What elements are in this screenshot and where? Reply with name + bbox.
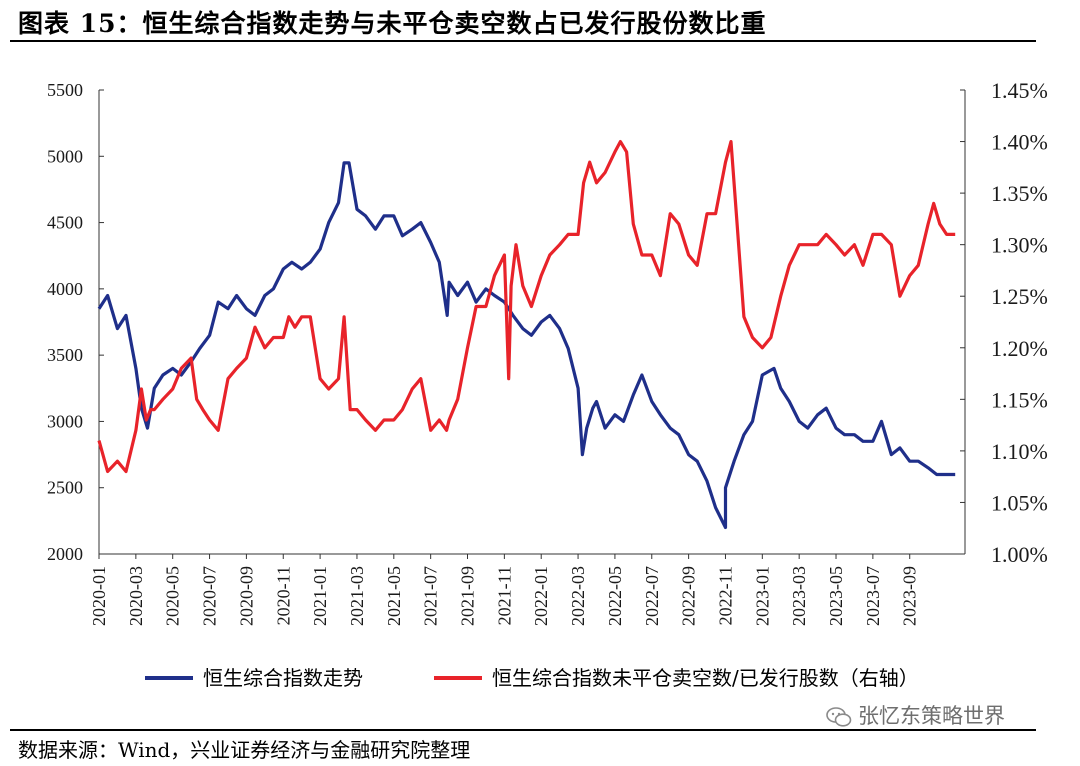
left-y-axis-ticks: 2000 2500 3000 3500 4000 4500 5000 5500	[47, 80, 104, 564]
x-tick-label: 2020-03	[126, 566, 146, 626]
x-tick-label: 2020-07	[200, 566, 220, 626]
right-tick-label: 1.15%	[991, 387, 1048, 412]
x-tick-label: 2022-03	[568, 566, 588, 626]
x-tick-label: 2022-11	[715, 566, 735, 625]
x-tick-label: 2020-05	[163, 566, 183, 626]
title-rule	[10, 40, 1036, 42]
x-tick-label: 2023-03	[789, 566, 809, 626]
x-tick-label: 2023-07	[863, 566, 883, 626]
right-y-axis-ticks: 1.00% 1.05% 1.10% 1.15% 1.20% 1.25% 1.30% 1.35%…	[960, 78, 1048, 567]
left-tick-label: 2000	[47, 544, 83, 564]
right-tick-label: 1.35%	[991, 181, 1048, 206]
left-tick-label: 2500	[47, 478, 83, 498]
legend-label: 恒生综合指数未平仓卖空数/已发行股数（右轴）	[492, 666, 919, 690]
short-ratio-series-line	[97, 140, 956, 474]
footer-rule	[10, 729, 1036, 731]
right-tick-label: 1.30%	[991, 233, 1048, 258]
x-tick-label: 2023-09	[900, 566, 920, 626]
left-tick-label: 3000	[47, 411, 83, 431]
series-lines	[97, 140, 956, 530]
x-axis-ticks: 2020-01 2020-03 2020-05 2020-07 2020-09 2020-…	[89, 554, 920, 626]
axes	[98, 90, 966, 555]
x-tick-label: 2021-03	[347, 566, 367, 626]
x-tick-label: 2021-05	[384, 566, 404, 626]
right-tick-label: 1.10%	[991, 439, 1048, 464]
x-tick-label: 2022-01	[531, 566, 551, 626]
right-tick-label: 1.05%	[991, 490, 1048, 515]
x-tick-label: 2023-01	[752, 566, 772, 626]
left-tick-label: 3500	[47, 345, 83, 365]
right-tick-label: 1.20%	[991, 336, 1048, 361]
watermark: 张忆东策略世界	[826, 700, 1005, 730]
watermark-text: 张忆东策略世界	[858, 704, 1005, 728]
x-tick-label: 2021-01	[310, 566, 330, 626]
left-tick-label: 5500	[47, 80, 83, 100]
legend: 恒生综合指数走势 恒生综合指数未平仓卖空数/已发行股数（右轴）	[145, 666, 919, 690]
right-tick-label: 1.40%	[991, 130, 1048, 155]
legend-label: 恒生综合指数走势	[203, 666, 363, 690]
x-tick-label: 2023-05	[826, 566, 846, 626]
right-tick-label: 1.25%	[991, 284, 1048, 309]
left-tick-label: 5000	[47, 146, 83, 166]
left-tick-label: 4500	[47, 213, 83, 233]
x-tick-label: 2022-07	[642, 566, 662, 626]
x-tick-label: 2021-11	[494, 566, 514, 625]
right-tick-label: 1.45%	[991, 78, 1048, 103]
x-tick-label: 2020-01	[89, 566, 109, 626]
wechat-icon	[826, 707, 852, 727]
x-tick-label: 2022-09	[679, 566, 699, 626]
x-tick-label: 2021-07	[421, 566, 441, 626]
source-note: 数据来源：Wind，兴业证券经济与金融研究院整理	[18, 738, 471, 762]
x-tick-label: 2022-05	[605, 566, 625, 626]
right-tick-label: 1.00%	[991, 542, 1048, 567]
left-tick-label: 4000	[47, 279, 83, 299]
x-tick-label: 2020-09	[236, 566, 256, 626]
chart-title: 图表 15：恒生综合指数走势与未平仓卖空数占已发行股份数比重	[18, 9, 767, 38]
index-series-line	[97, 161, 956, 530]
x-tick-label: 2020-11	[273, 566, 293, 625]
x-tick-label: 2021-09	[458, 566, 478, 626]
